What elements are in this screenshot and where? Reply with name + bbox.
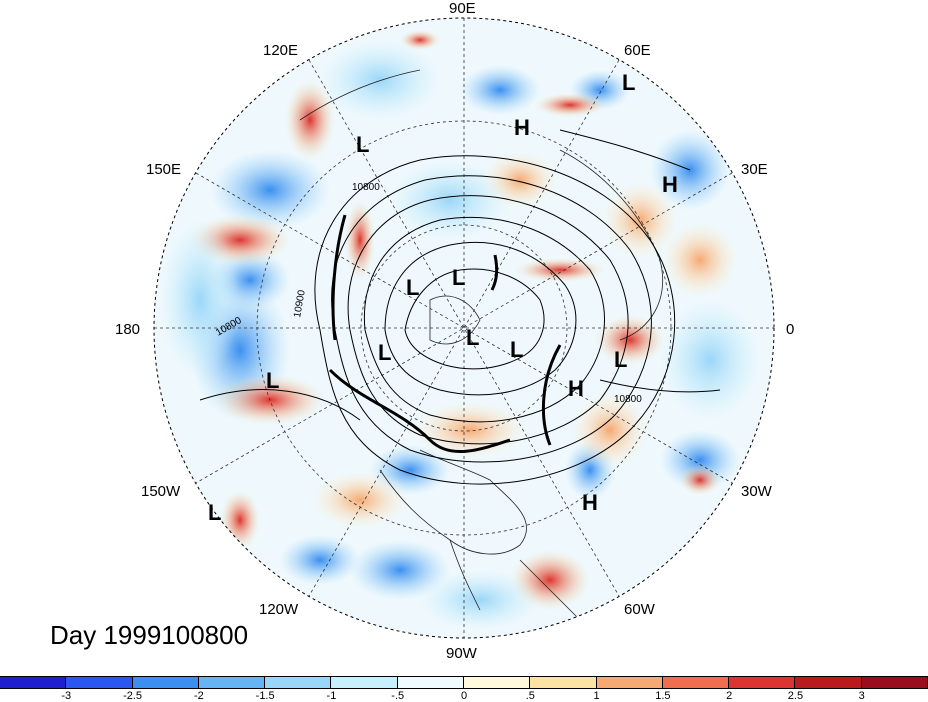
pressure-center-label: L [510, 337, 523, 362]
pressure-center-label: L [622, 70, 635, 95]
anomaly-patch [680, 465, 720, 495]
lon-label-90e: 90E [449, 0, 476, 17]
anomaly-patch [660, 220, 740, 300]
colorbar-swatch [861, 677, 928, 688]
anomaly-patch [160, 220, 240, 380]
pressure-center-label: H [662, 172, 678, 197]
pressure-center-label: H [582, 490, 598, 515]
colorbar-swatch [397, 677, 464, 688]
pressure-center-label: L [406, 275, 419, 300]
colorbar-tick-label: .5 [525, 690, 535, 702]
pressure-center-label: H [568, 376, 584, 401]
pressure-center-label: L [466, 325, 479, 350]
lon-label-60w: 60W [624, 601, 656, 618]
lon-label-150w: 150W [141, 483, 181, 500]
anomaly-patch [515, 258, 605, 282]
colorbar-tick-label: 1.5 [655, 690, 671, 702]
pressure-center-label: L [356, 132, 369, 157]
map-title: Day 1999100800 [50, 620, 249, 650]
colorbar-tick-label: 0 [460, 690, 468, 702]
colorbar-tick-label: -1 [326, 690, 337, 702]
lon-label-120e: 120E [263, 42, 298, 59]
pressure-center-label: L [614, 347, 627, 372]
pressure-center-label: H [514, 115, 530, 140]
colorbar-swatch [530, 677, 597, 688]
anomaly-patch [595, 315, 665, 365]
lon-label-60e: 60E [624, 42, 651, 59]
colorbar-tick-label: 1 [593, 690, 600, 702]
anomaly-patch [220, 490, 260, 550]
contour-label: 10800 [614, 394, 642, 405]
graticule [154, 18, 774, 638]
colorbar-swatch [596, 677, 663, 688]
contour-label: 10900 [292, 289, 308, 319]
colorbar-swatch [66, 677, 133, 688]
pressure-center-label: L [378, 340, 391, 365]
anomaly-patch [390, 160, 510, 240]
colorbar-swatch [463, 677, 531, 688]
colorbar: -3 -2.5 -2 -1.5 -1 -.5 0 .5 1 1.5 2 2.5 3 [0, 676, 928, 702]
lon-label-180: 180 [115, 321, 140, 338]
anomaly-patch [660, 430, 740, 490]
anomaly-patch [210, 150, 330, 230]
anomaly-patch [320, 40, 440, 120]
lon-label-30e: 30E [741, 161, 768, 178]
colorbar-tick-label: -2.5 [123, 690, 143, 702]
coastlines [299, 69, 663, 621]
colorbar-swatch [0, 677, 67, 688]
colorbar-swatch [795, 677, 862, 688]
colorbar-swatch [729, 677, 796, 688]
colorbar-tick-label: 3 [858, 690, 865, 702]
colorbar-tick-label: -.5 [391, 690, 405, 702]
anomaly-patch [345, 200, 375, 280]
pressure-center-label: L [266, 368, 279, 393]
anomaly-patch [350, 540, 450, 600]
lon-label-0: 0 [786, 321, 794, 338]
colorbar-swatches [0, 676, 928, 689]
anomaly-patch [460, 65, 540, 115]
colorbar-swatch [331, 677, 398, 688]
colorbar-swatch [198, 677, 266, 688]
colorbar-tick-label: -2 [193, 690, 204, 702]
colorbar-swatch [662, 677, 730, 688]
anomaly-patch [535, 93, 605, 117]
anomaly-patch [400, 30, 440, 50]
pressure-center-label: L [452, 265, 465, 290]
map-boundary [153, 17, 775, 639]
colorbar-tick-label: 2.5 [787, 690, 804, 702]
anomaly-patch [600, 180, 680, 260]
colorbar-tick-label: -1.5 [255, 690, 275, 702]
lon-label-150e: 150E [146, 161, 181, 178]
colorbar-swatch [132, 677, 199, 688]
colorbar-swatch [265, 677, 332, 688]
anomaly-patch [280, 535, 360, 585]
colorbar-tick-label: -3 [61, 690, 72, 702]
height-contours [199, 129, 721, 485]
colorbar-tick-label: 2 [726, 690, 733, 702]
anomaly-patch [310, 470, 410, 530]
anomaly-patch [285, 80, 335, 160]
pressure-centers: L L H H L L L L L L L H H L L [208, 70, 678, 525]
anomaly-patch [660, 300, 760, 420]
lon-label-30w: 30W [741, 483, 773, 500]
anomaly-patch [420, 570, 540, 630]
anomaly-patch [570, 390, 650, 470]
contour-label: 10800 [352, 182, 380, 193]
lon-label-120w: 120W [259, 601, 299, 618]
lon-label-90w: 90W [446, 645, 478, 662]
longitude-labels: 90E 60E 30E 0 30W 60W 90W 120W 150W 180 … [115, 0, 794, 662]
anomaly-patch [410, 400, 530, 460]
jet-streaks [328, 214, 562, 454]
